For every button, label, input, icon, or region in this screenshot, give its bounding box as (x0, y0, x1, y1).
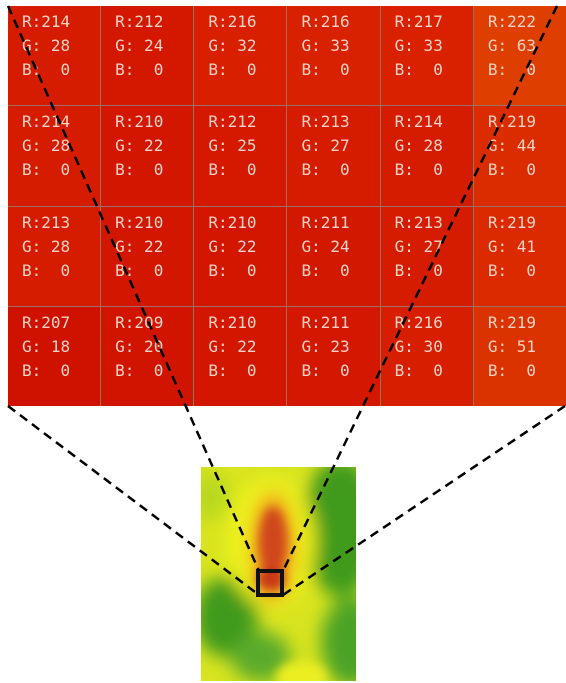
pixel-cell: R:219 G: 41 B: 0 (473, 206, 566, 306)
pixel-r-value: R:213 (394, 212, 443, 232)
pixel-b-value: B: 0 (487, 160, 536, 180)
pixel-r-value: R:219 (487, 312, 536, 332)
pixel-r-value: R:217 (394, 12, 443, 31)
pixel-cell: R:212 G: 24 B: 0 (101, 6, 194, 106)
pixel-g-value: G: 44 (487, 136, 536, 156)
pixel-r-value: R:210 (208, 312, 257, 332)
pixel-b-value: B: 0 (208, 160, 257, 180)
pixel-cell: R:213 G: 27 B: 0 (287, 106, 380, 206)
pixel-g-value: G: 27 (394, 236, 443, 256)
pixel-b-value: B: 0 (394, 60, 443, 79)
pixel-b-value: B: 0 (22, 360, 71, 380)
pixel-value-grid: R:214 G: 28 B: 0 R:212 G: 24 B: 0 R:216 G: 32 B:… (8, 6, 566, 406)
pixel-cell: R:209 G: 20 B: 0 (101, 306, 194, 406)
pixel-r-value: R:219 (487, 112, 536, 132)
pixel-cell: R:210 G: 22 B: 0 (101, 206, 194, 306)
pixel-b-value: B: 0 (301, 360, 350, 380)
pixel-cell: R:219 G: 44 B: 0 (473, 106, 566, 206)
pixel-b-value: B: 0 (208, 260, 257, 280)
pixel-r-value: R:216 (301, 12, 350, 31)
pixel-g-value: G: 33 (394, 36, 443, 55)
pixel-g-value: G: 22 (208, 336, 257, 356)
pixel-r-value: R:212 (115, 12, 164, 31)
pixel-g-value: G: 18 (22, 336, 71, 356)
pixel-cell: R:211 G: 24 B: 0 (287, 206, 380, 306)
pixel-g-value: G: 28 (22, 236, 71, 256)
pixel-r-value: R:207 (22, 312, 71, 332)
pixel-b-value: B: 0 (208, 60, 257, 79)
pixel-b-value: B: 0 (115, 60, 164, 79)
pixel-cell: R:214 G: 28 B: 0 (8, 106, 101, 206)
pixel-r-value: R:213 (22, 212, 71, 232)
pixel-cell: R:210 G: 22 B: 0 (194, 306, 287, 406)
pixel-cell: R:207 G: 18 B: 0 (8, 306, 101, 406)
pixel-g-value: G: 22 (208, 236, 257, 256)
pixel-b-value: B: 0 (115, 160, 164, 180)
pixel-b-value: B: 0 (394, 260, 443, 280)
pixel-g-value: G: 22 (115, 236, 164, 256)
pixel-b-value: B: 0 (115, 360, 164, 380)
pixel-g-value: G: 41 (487, 236, 536, 256)
pixel-r-value: R:214 (22, 12, 71, 31)
pixel-r-value: R:219 (487, 212, 536, 232)
pixel-b-value: B: 0 (301, 160, 350, 180)
pixel-b-value: B: 0 (301, 60, 350, 79)
pixel-r-value: R:210 (208, 212, 257, 232)
pixel-r-value: R:209 (115, 312, 164, 332)
pixel-cell: R:216 G: 33 B: 0 (287, 6, 380, 106)
pixel-cell: R:216 G: 32 B: 0 (194, 6, 287, 106)
pixel-g-value: G: 22 (115, 136, 164, 156)
pixel-cell: R:213 G: 28 B: 0 (8, 206, 101, 306)
pixel-b-value: B: 0 (487, 360, 536, 380)
pixel-cell: R:219 G: 51 B: 0 (473, 306, 566, 406)
pixel-g-value: G: 63 (487, 36, 536, 55)
pixel-g-value: G: 25 (208, 136, 257, 156)
pixel-cell: R:210 G: 22 B: 0 (101, 106, 194, 206)
pixel-g-value: G: 27 (301, 136, 350, 156)
pixel-g-value: G: 24 (301, 236, 350, 256)
pixel-g-value: G: 33 (301, 36, 350, 55)
pixel-r-value: R:222 (487, 12, 536, 31)
pixel-r-value: R:216 (208, 12, 257, 31)
pixel-cell: R:217 G: 33 B: 0 (380, 6, 473, 106)
pixel-g-value: G: 30 (394, 336, 443, 356)
pixel-g-value: G: 51 (487, 336, 536, 356)
pixel-g-value: G: 28 (22, 36, 71, 55)
pixel-g-value: G: 24 (115, 36, 164, 55)
pixel-r-value: R:214 (22, 112, 71, 132)
pixel-cell: R:210 G: 22 B: 0 (194, 206, 287, 306)
pixel-g-value: G: 28 (394, 136, 443, 156)
pixel-g-value: G: 32 (208, 36, 257, 55)
pixel-g-value: G: 20 (115, 336, 164, 356)
pixel-cell: R:213 G: 27 B: 0 (380, 206, 473, 306)
pixel-r-value: R:212 (208, 112, 257, 132)
pixel-b-value: B: 0 (301, 260, 350, 280)
pixel-r-value: R:210 (115, 212, 164, 232)
pixel-cell: R:211 G: 23 B: 0 (287, 306, 380, 406)
pixel-r-value: R:211 (301, 212, 350, 232)
pixel-g-value: G: 28 (22, 136, 71, 156)
pixel-b-value: B: 0 (208, 360, 257, 380)
heatmap-thumbnail (201, 467, 356, 681)
pixel-r-value: R:213 (301, 112, 350, 132)
pixel-cell: R:214 G: 28 B: 0 (380, 106, 473, 206)
pixel-b-value: B: 0 (22, 160, 71, 180)
pixel-b-value: B: 0 (115, 260, 164, 280)
pixel-b-value: B: 0 (487, 260, 536, 280)
pixel-r-value: R:214 (394, 112, 443, 132)
pixel-cell: R:214 G: 28 B: 0 (8, 6, 101, 106)
pixel-g-value: G: 23 (301, 336, 350, 356)
pixel-b-value: B: 0 (487, 60, 536, 79)
pixel-cell: R:222 G: 63 B: 0 (473, 6, 566, 106)
pixel-r-value: R:210 (115, 112, 164, 132)
pixel-r-value: R:211 (301, 312, 350, 332)
pixel-b-value: B: 0 (22, 260, 71, 280)
pixel-b-value: B: 0 (22, 60, 71, 79)
pixel-b-value: B: 0 (394, 360, 443, 380)
pixel-r-value: R:216 (394, 312, 443, 332)
pixel-cell: R:216 G: 30 B: 0 (380, 306, 473, 406)
pixel-b-value: B: 0 (394, 160, 443, 180)
pixel-cell: R:212 G: 25 B: 0 (194, 106, 287, 206)
